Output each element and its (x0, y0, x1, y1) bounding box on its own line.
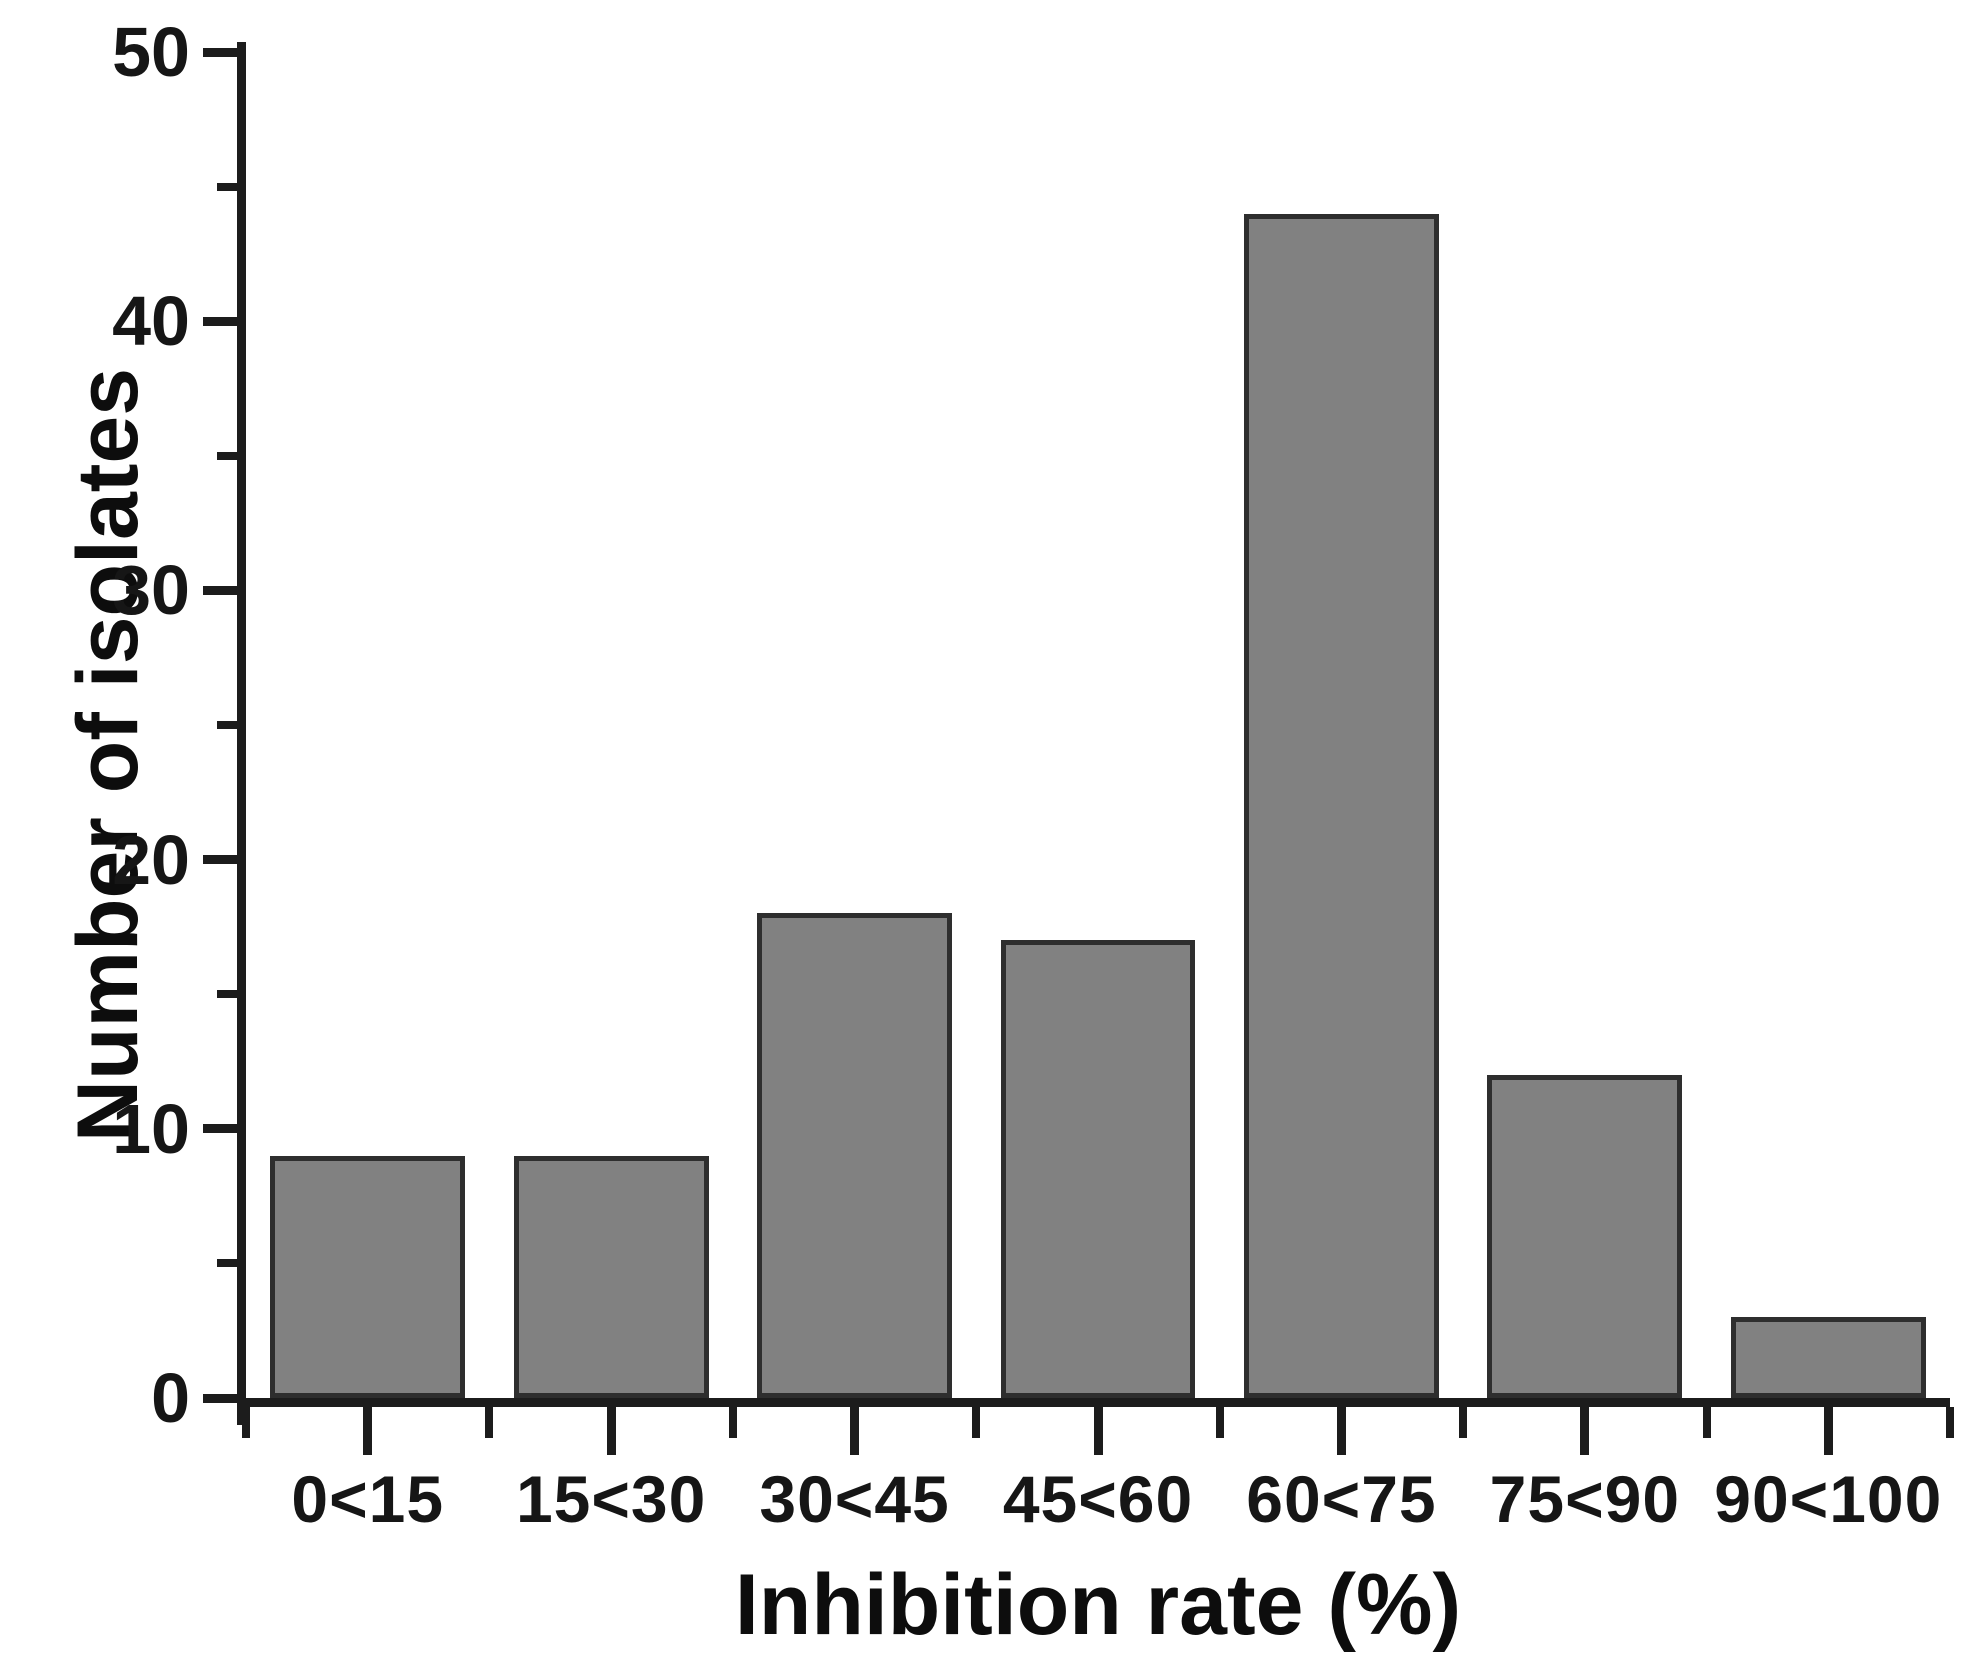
x-tick-label: 90<100 (1714, 1462, 1943, 1536)
x-axis-line (237, 1398, 1950, 1407)
x-minor-tick (242, 1407, 250, 1438)
y-minor-tick (217, 990, 237, 999)
x-minor-tick (1215, 1407, 1224, 1438)
x-tick-label: 0<15 (291, 1462, 445, 1536)
x-axis-title: Inhibition rate (%) (734, 1557, 1462, 1653)
y-minor-tick (217, 721, 237, 729)
y-axis-title: Number of isolates (60, 367, 156, 1143)
x-major-tick (1336, 1407, 1346, 1455)
x-minor-tick (485, 1407, 494, 1438)
y-minor-tick (217, 1259, 237, 1268)
x-major-tick (850, 1407, 860, 1455)
y-major-tick (203, 47, 237, 57)
y-major-tick (203, 316, 237, 326)
plot-area: 0 10 20 30 40 50 0<15 15<30 30<45 45<60 60<75 75<90… (112, 13, 1954, 1536)
x-major-tick (606, 1407, 616, 1455)
y-tick-label: 30 (112, 551, 190, 630)
bar (1487, 1074, 1683, 1398)
y-minor-tick (217, 182, 237, 191)
x-tick-label: 30<45 (759, 1462, 950, 1536)
y-tick-label: 0 (151, 1359, 190, 1437)
x-minor-tick (1946, 1407, 1954, 1438)
x-tick-label: 45<60 (1002, 1462, 1194, 1536)
x-tick-label: 60<75 (1246, 1462, 1437, 1536)
x-major-tick (1823, 1407, 1833, 1455)
x-tick-label: 15<30 (515, 1462, 707, 1536)
y-tick-label: 50 (112, 13, 190, 91)
bar (1244, 213, 1439, 1398)
y-major-tick (203, 585, 237, 595)
y-tick-label: 40 (112, 282, 190, 361)
bar (270, 1155, 466, 1398)
bar (513, 1155, 709, 1398)
x-minor-tick (972, 1407, 981, 1438)
y-major-tick (203, 1393, 237, 1403)
x-minor-tick (1702, 1407, 1711, 1438)
bar (1730, 1317, 1926, 1398)
x-tick-label: 75<90 (1489, 1462, 1681, 1536)
y-minor-tick (217, 451, 237, 460)
x-major-tick (1580, 1407, 1590, 1455)
bar (1000, 940, 1196, 1398)
bar (757, 913, 952, 1398)
y-tick-label: 20 (112, 820, 190, 899)
y-tick-label: 10 (112, 1089, 190, 1168)
y-major-tick (203, 1124, 237, 1134)
x-minor-tick (1459, 1407, 1468, 1438)
x-major-tick (363, 1407, 373, 1455)
y-axis-line (237, 42, 246, 1425)
x-minor-tick (728, 1407, 737, 1438)
y-major-tick (203, 855, 237, 865)
x-major-tick (1093, 1407, 1103, 1455)
